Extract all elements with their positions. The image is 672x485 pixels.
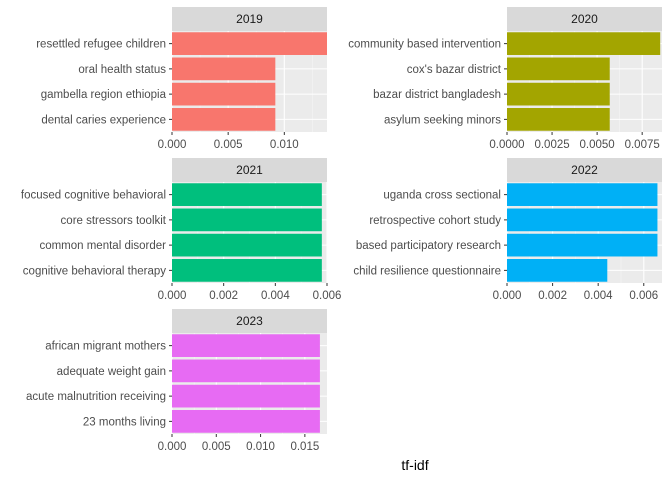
x-tick-label: 0.002 [209, 290, 238, 302]
y-tick-label: oral health status [78, 64, 166, 76]
bar [507, 82, 610, 106]
y-tick-label: adequate weight gain [57, 366, 166, 378]
y-tick-label: 23 months living [83, 416, 166, 428]
bar [172, 208, 322, 232]
bar [172, 359, 320, 383]
y-tick-label: community based intervention [348, 39, 501, 51]
y-tick-label: cognitive behavioral therapy [23, 265, 166, 277]
x-tick-label: 0.005 [214, 139, 243, 151]
bar [507, 32, 661, 55]
bar [507, 183, 658, 206]
bar [172, 183, 322, 206]
facet-panel-2019: 2019 resettled refugee children oral healt… [36, 7, 327, 151]
y-tick-label: uganda cross sectional [383, 190, 501, 202]
facet-strip-label: 2022 [571, 163, 598, 177]
facet-strip [172, 158, 327, 182]
facet-strip-label: 2019 [236, 12, 263, 26]
x-tick-label: 0.010 [270, 139, 299, 151]
x-tick-label: 0.006 [629, 290, 658, 302]
x-tick-label: 0.000 [158, 139, 187, 151]
x-tick-label: 0.000 [158, 441, 187, 453]
y-tick-label: gambella region ethiopia [41, 89, 167, 101]
bar [507, 208, 658, 232]
bar [507, 233, 658, 257]
x-axis-title: tf-idf [401, 457, 428, 473]
y-tick-label: dental caries experience [41, 114, 166, 126]
y-tick-label: common mental disorder [39, 240, 166, 252]
facet-strip-label: 2023 [236, 314, 263, 328]
x-tick-label: 0.000 [493, 290, 522, 302]
x-tick-label: 0.015 [290, 441, 319, 453]
y-tick-label: focused cognitive behavioral [21, 190, 166, 202]
y-tick-label: acute malnutrition receiving [26, 391, 166, 403]
bar [172, 57, 276, 81]
bar [172, 410, 320, 433]
x-tick-label: 0.0075 [625, 139, 660, 151]
x-tick-label: 0.002 [538, 290, 567, 302]
facet-strip-label: 2021 [236, 163, 263, 177]
facet-strip [507, 7, 662, 31]
y-tick-label: core stressors toolkit [61, 215, 167, 227]
bar [507, 108, 610, 131]
y-tick-label: african migrant mothers [45, 341, 166, 353]
facet-strip-label: 2020 [571, 12, 598, 26]
bar [172, 334, 320, 357]
y-tick-label: asylum seeking minors [384, 114, 501, 126]
bar [172, 233, 322, 257]
bar [172, 259, 322, 282]
bar [507, 57, 610, 81]
facet-panel-2021: 2021 focused cognitive behavioral core str… [21, 158, 342, 302]
x-tick-label: 0.0050 [580, 139, 615, 151]
facet-strip [172, 7, 327, 31]
y-tick-label: child resilience questionnaire [353, 265, 501, 277]
x-tick-label: 0.000 [158, 290, 187, 302]
x-tick-label: 0.005 [202, 441, 231, 453]
facet-strip [507, 158, 662, 182]
x-tick-label: 0.0025 [534, 139, 569, 151]
facet-panel-2022: 2022 uganda cross sectional retrospective … [353, 158, 662, 302]
y-tick-label: bazar district bangladesh [373, 89, 501, 101]
bar [172, 108, 276, 131]
y-tick-label: based participatory research [356, 240, 501, 252]
bar [172, 82, 276, 106]
y-tick-label: cox's bazar district [407, 64, 502, 76]
bar [172, 384, 320, 408]
y-tick-label: resettled refugee children [36, 39, 166, 51]
bar [172, 32, 327, 55]
facet-panel-2020: 2020 community based intervention cox's ba… [348, 7, 662, 151]
x-tick-label: 0.006 [313, 290, 342, 302]
y-tick-label: retrospective cohort study [369, 215, 501, 227]
x-tick-label: 0.0000 [489, 139, 524, 151]
bar [507, 259, 608, 282]
x-tick-label: 0.004 [261, 290, 290, 302]
x-tick-label: 0.010 [246, 441, 275, 453]
facet-panel-2023: 2023 african migrant mothers adequate weig… [26, 309, 327, 453]
x-tick-label: 0.004 [584, 290, 613, 302]
facet-strip [172, 309, 327, 333]
